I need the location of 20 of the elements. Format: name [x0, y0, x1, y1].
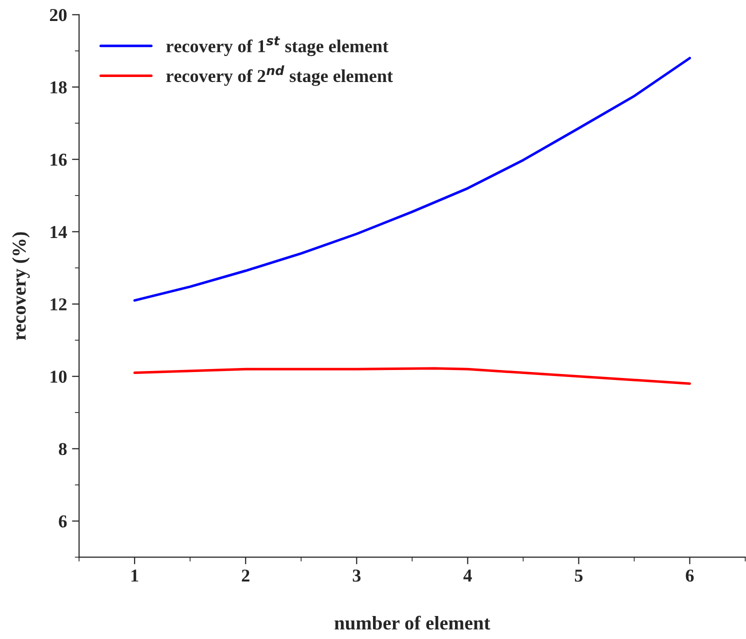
- line-series: [133, 367, 691, 385]
- x-axis-title: number of element: [334, 616, 490, 630]
- x-tick-label: 4: [463, 570, 472, 582]
- y-tick-label: 16: [50, 154, 67, 166]
- x-tick-label: 1: [132, 570, 138, 582]
- x-tick-label: 3: [352, 570, 361, 582]
- y-tick-label: 18: [50, 81, 67, 94]
- y-tick-label: 6: [58, 515, 67, 528]
- legend-label: recovery of 2$^{nd}$ stage element: [166, 65, 393, 86]
- y-tick-label: 14: [50, 226, 67, 238]
- y-tick-label: 10: [50, 370, 67, 383]
- x-tick-label: 6: [686, 570, 694, 582]
- line-series: [133, 56, 691, 302]
- y-tick-label: 12: [50, 298, 66, 310]
- x-tick-label: 2: [242, 570, 250, 582]
- y-tick-label: 20: [50, 8, 67, 22]
- y-axis-title: recovery (%): [12, 232, 30, 340]
- y-tick-label: 8: [58, 442, 67, 456]
- x-tick-label: 5: [574, 570, 583, 582]
- legend-label: recovery of 1$^{st}$ stage element: [166, 36, 388, 56]
